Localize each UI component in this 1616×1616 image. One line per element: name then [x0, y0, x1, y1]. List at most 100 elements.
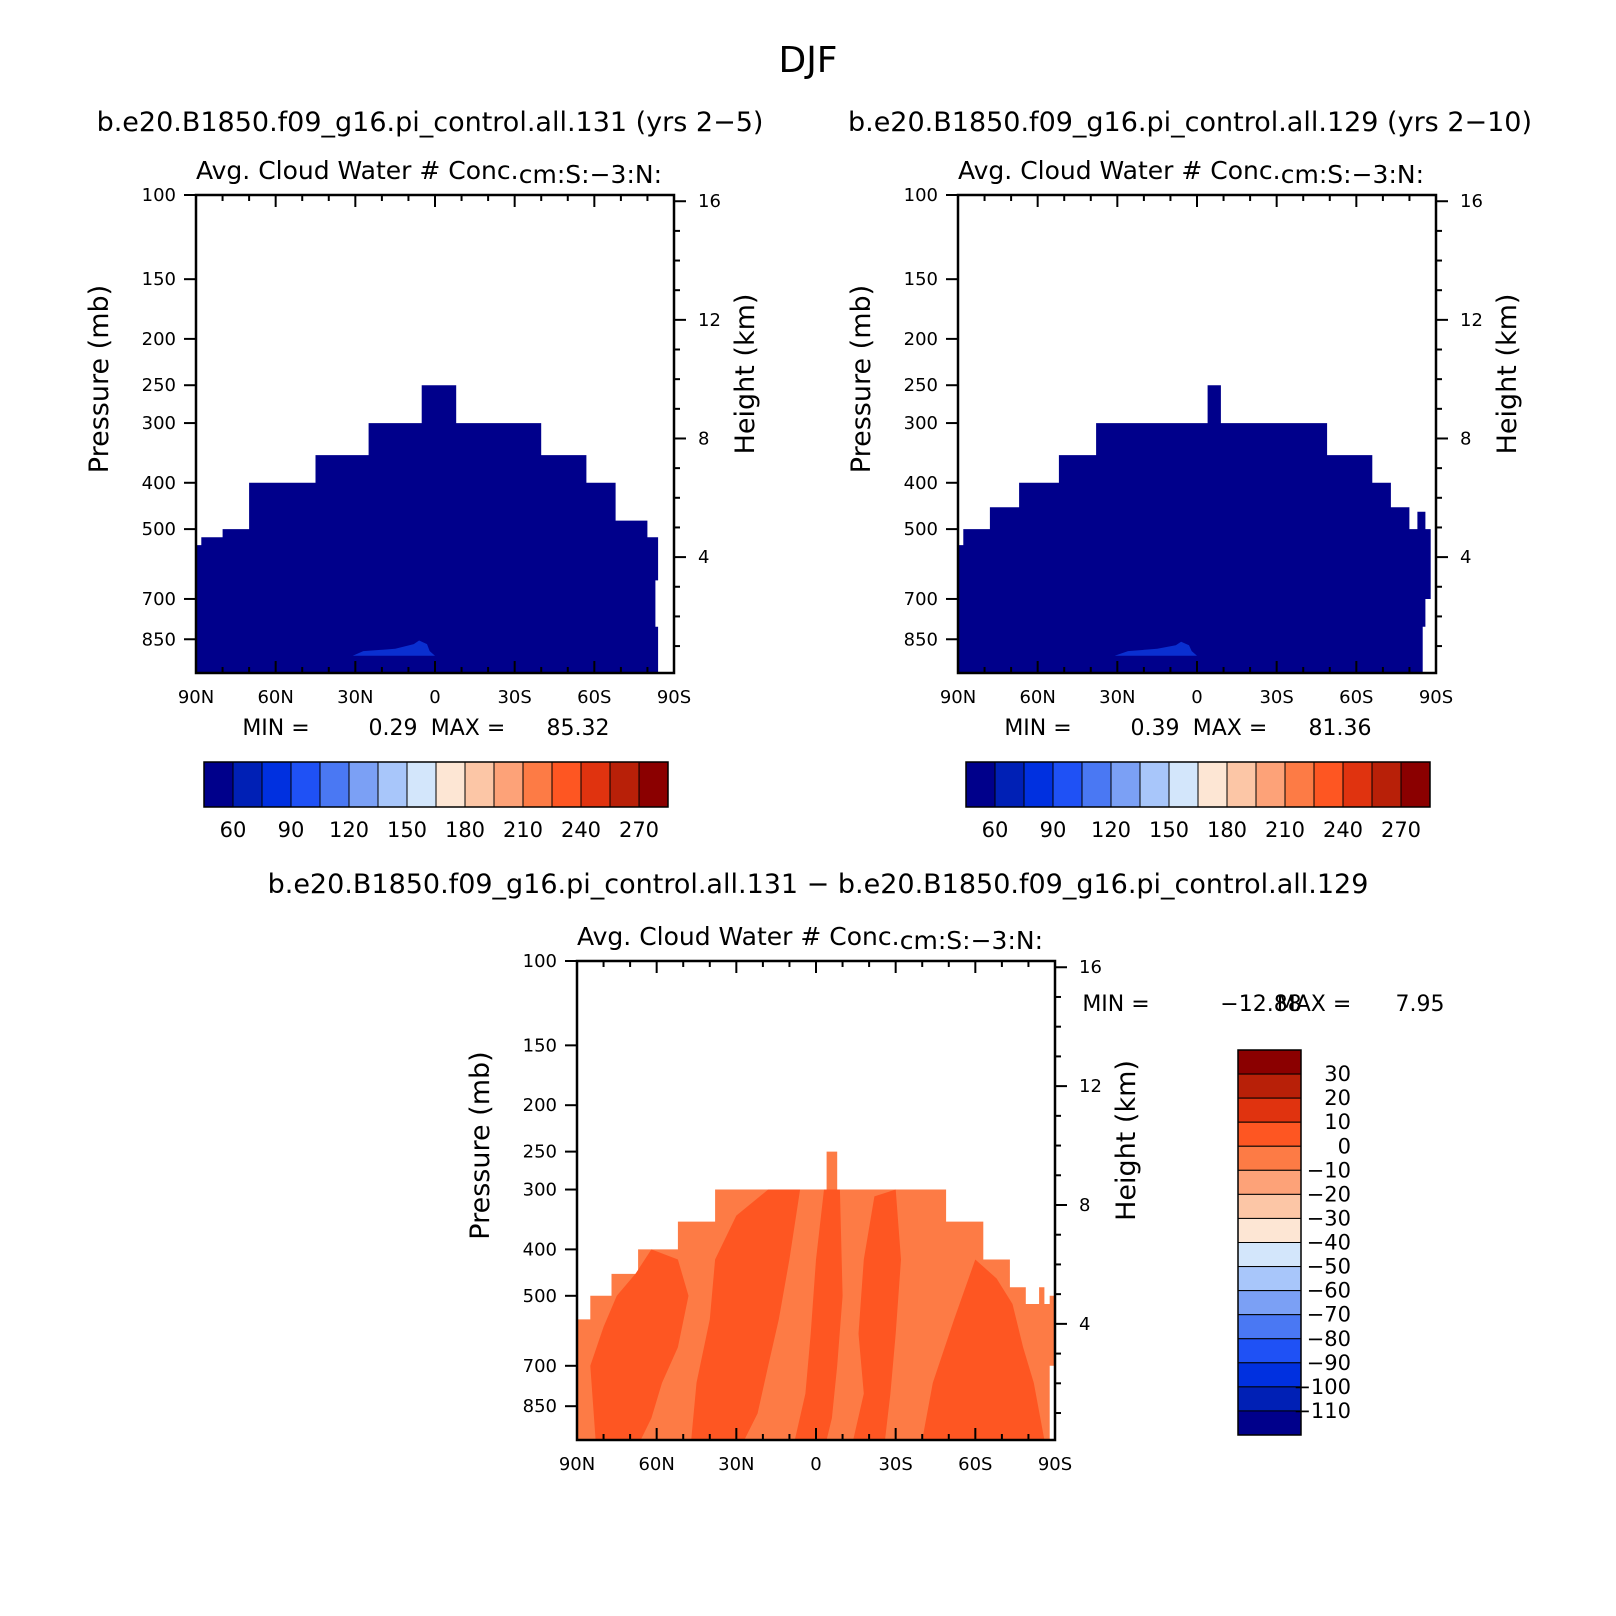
colorbar-label: 10	[1324, 1110, 1351, 1134]
colorbar-box	[1237, 1217, 1302, 1243]
colorbar-box	[1237, 1362, 1302, 1388]
colorbar-label: 120	[1091, 818, 1131, 842]
y2-axis-label: Height (km)	[730, 294, 761, 455]
y2-tick-label: 4	[1079, 1314, 1090, 1335]
colorbar-box	[261, 761, 292, 808]
colorbar-label: −110	[1293, 1399, 1351, 1423]
x-tick-label: 0	[429, 687, 440, 708]
x-tick-label: 60N	[638, 1454, 674, 1475]
colorbar-box	[522, 761, 553, 808]
colorbar-box	[609, 761, 640, 808]
max-value: 7.95	[1396, 992, 1445, 1017]
colorbar-box	[406, 761, 437, 808]
panel-title: Avg. Cloud Water # Conc.	[196, 156, 519, 185]
y-tick-label: 850	[904, 629, 938, 650]
colorbar-label: 270	[1381, 818, 1421, 842]
y2-tick-label: 16	[698, 191, 721, 212]
y2-tick-label: 12	[1079, 1076, 1102, 1097]
y2-axis-label: Height (km)	[1492, 294, 1523, 455]
colorbar-box	[290, 761, 321, 808]
colorbar-box	[1237, 1290, 1302, 1316]
min-value: 0.29	[369, 716, 418, 741]
colorbar-box	[203, 761, 234, 808]
x-tick-label: 0	[1191, 687, 1202, 708]
x-tick-label: 90N	[940, 687, 976, 708]
y-tick-label: 150	[904, 269, 938, 290]
colorbar-box	[1371, 761, 1402, 808]
y-tick-label: 400	[523, 1239, 557, 1260]
y-tick-label: 300	[523, 1180, 557, 1201]
y2-tick-label: 8	[1460, 428, 1471, 449]
field-region	[196, 385, 659, 673]
x-tick-label: 90S	[657, 687, 691, 708]
min-label: MIN =	[1004, 716, 1071, 741]
colorbar-box	[580, 761, 611, 808]
colorbar-box	[1237, 1145, 1302, 1171]
panel-units: cm:S:−3:N:	[519, 160, 662, 189]
colorbar-label: 120	[329, 818, 369, 842]
panel-units: cm:S:−3:N:	[900, 926, 1043, 955]
y-axis-label: Pressure (mb)	[465, 1051, 496, 1239]
panel-difference: 90N 60N 30N 0 30S 60S 90S100150200250300400500…	[465, 922, 1444, 1475]
colorbar-label: −20	[1307, 1182, 1351, 1206]
colorbar-box	[1237, 1169, 1302, 1195]
colorbar-box	[348, 761, 379, 808]
field-region-enhanced	[794, 1189, 843, 1440]
y-tick-label: 400	[904, 473, 938, 494]
y2-tick-label: 4	[698, 547, 709, 568]
colorbar-box	[1110, 761, 1141, 808]
y-axis-label: Pressure (mb)	[846, 285, 877, 473]
x-tick-label: 90N	[178, 687, 214, 708]
colorbar-box	[1400, 761, 1431, 808]
colorbar-box	[1237, 1121, 1302, 1147]
colorbar-box	[1237, 1073, 1302, 1099]
field-region-enhanced	[922, 1259, 1045, 1440]
x-tick-label: 90S	[1038, 1454, 1072, 1475]
colorbar-label: 30	[1324, 1062, 1351, 1086]
field-region	[958, 385, 1431, 673]
panel3-case-title: b.e20.B1850.f09_g16.pi_control.all.131 −…	[268, 869, 1369, 900]
y2-tick-label: 12	[698, 310, 721, 331]
x-tick-label: 90S	[1419, 687, 1453, 708]
field-layer	[958, 385, 1431, 673]
colorbar-box	[377, 761, 408, 808]
colorbar-box	[1237, 1314, 1302, 1340]
colorbar-box	[232, 761, 263, 808]
colorbar-box	[1237, 1049, 1302, 1075]
panel-units: cm:S:−3:N:	[1281, 160, 1424, 189]
colorbar-label: −100	[1293, 1375, 1351, 1399]
x-tick-label: 30N	[1099, 687, 1135, 708]
y-axis-label: Pressure (mb)	[84, 285, 115, 473]
colorbar-box	[1284, 761, 1315, 808]
y-tick-label: 250	[142, 375, 176, 396]
x-tick-label: 60S	[958, 1454, 992, 1475]
field-layer	[196, 385, 659, 673]
colorbar-label: 0	[1338, 1134, 1351, 1158]
panel-case-131: 90N 60N 30N 0 30S 60S 90S 100 150 200 250 300 400 500…	[84, 156, 761, 842]
y-tick-label: 200	[523, 1095, 557, 1116]
panel1-case-title: b.e20.B1850.f09_g16.pi_control.all.131 (…	[97, 107, 764, 138]
colorbar-box	[493, 761, 524, 808]
x-tick-label: 60S	[577, 687, 611, 708]
field-region-enhanced	[691, 1189, 801, 1440]
y2-tick-label: 8	[698, 428, 709, 449]
field-region-enhanced	[352, 640, 435, 656]
colorbar-box	[638, 761, 669, 808]
x-tick-label: 90N	[559, 1454, 595, 1475]
colorbar-box	[1237, 1410, 1302, 1436]
y-tick-label: 850	[142, 629, 176, 650]
colorbar-label: 210	[503, 818, 543, 842]
colorbar-label: −50	[1307, 1255, 1351, 1279]
colorbar-box	[1237, 1266, 1302, 1292]
colorbar-box	[1197, 761, 1228, 808]
colorbar-frame	[965, 761, 1431, 808]
y2-tick-label: 12	[1460, 310, 1483, 331]
colorbar-label: −10	[1307, 1158, 1351, 1182]
colorbar-box	[1237, 1193, 1302, 1219]
colorbar-box	[994, 761, 1025, 808]
colorbar-box	[1237, 1386, 1302, 1412]
panel-title: Avg. Cloud Water # Conc.	[958, 156, 1281, 185]
y2-tick-label: 4	[1460, 547, 1471, 568]
colorbar-label: −30	[1307, 1206, 1351, 1230]
